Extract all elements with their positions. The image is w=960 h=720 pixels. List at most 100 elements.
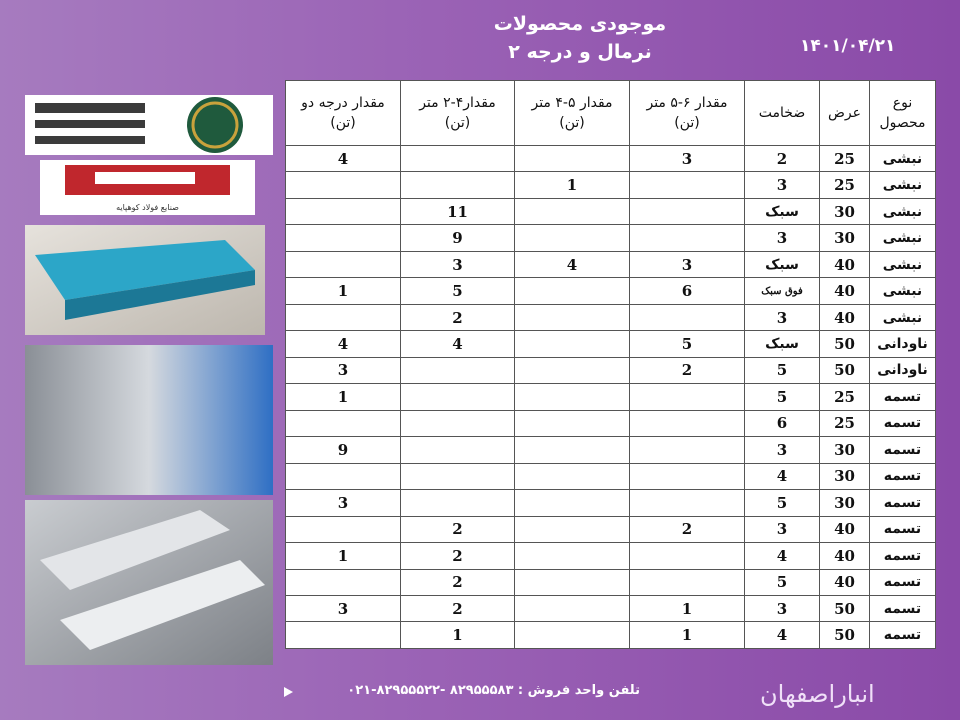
table-cell: 5 (744, 383, 820, 411)
table-cell (514, 383, 630, 411)
table-cell: 1 (629, 621, 745, 649)
side-images (25, 95, 273, 665)
header-line: مقدار۴-۲ متر (419, 95, 496, 111)
subtitle: نرمال و درجه ۲ (508, 41, 652, 63)
header-line: (تن) (330, 115, 356, 131)
title-block: موجودی محصولات نرمال و درجه ۲ (440, 10, 720, 66)
logo-caption: صنایع فولاد کوهپایه (116, 203, 179, 212)
table-cell: 9 (285, 436, 401, 464)
table-row: نبشی 25 3 1 (285, 171, 936, 199)
table-cell: تسمه (869, 542, 936, 570)
table-cell (514, 621, 630, 649)
table-row: تسمه 25 6 (285, 409, 936, 438)
table-cell: نبشی (869, 303, 936, 332)
table-cell: نبشی (869, 277, 936, 305)
date: ۱۴۰۱/۰۴/۲۱ (800, 36, 896, 56)
table-cell: 40 (819, 250, 870, 279)
table-row: نبشی 30 3 9 (285, 224, 936, 252)
table-row: تسمه 25 5 1 (285, 383, 936, 411)
table-row: نبشی 40 سبک 3 4 3 (285, 250, 936, 279)
table-cell: 30 (819, 462, 870, 491)
header-line: (تن) (674, 115, 700, 131)
table-cell (629, 436, 745, 464)
photo-angles (25, 345, 273, 495)
table-cell (514, 197, 630, 226)
table-body: نبشی 25 2 3 4 نبشی 25 3 1 نبشی 30 سبک 11 نبشی 30 3 9 نبشی… (285, 144, 936, 649)
table-cell: 5 (744, 568, 820, 596)
table-row: تسمه 30 4 (285, 462, 936, 491)
table-row: تسمه 30 3 9 (285, 436, 936, 464)
table-cell: 4 (285, 144, 401, 173)
table-cell (400, 383, 515, 411)
table-cell (514, 277, 630, 305)
table-cell (400, 409, 515, 438)
table-cell (629, 568, 745, 596)
brand: انباراصفهان (760, 680, 875, 708)
table-cell: 6 (744, 409, 820, 438)
column-header: نوع محصول (869, 80, 936, 146)
channel (60, 560, 265, 650)
table-row: تسمه 40 3 2 2 (285, 515, 936, 544)
table-cell (285, 462, 401, 491)
table-cell: 2 (400, 594, 515, 623)
table-cell (629, 303, 745, 332)
table-cell (400, 462, 515, 491)
table-cell: 3 (285, 356, 401, 385)
table-cell: 2 (744, 144, 820, 173)
header-line: عرض (827, 105, 861, 121)
table-cell (514, 303, 630, 332)
table-cell (514, 515, 630, 544)
table-cell: 25 (819, 144, 870, 173)
table-cell: ناودانی (869, 356, 936, 385)
table-cell: 3 (744, 224, 820, 252)
table-cell (400, 356, 515, 385)
table-cell (400, 144, 515, 173)
header-line: مقدار درجه دو (301, 95, 385, 111)
bullet-arrow (284, 687, 293, 697)
table-cell (285, 621, 401, 649)
header-line: محصول (879, 115, 926, 131)
logo-line (35, 120, 145, 128)
table-cell: 1 (285, 383, 401, 411)
table-cell: 5 (744, 356, 820, 385)
column-header: مقدار۴-۲ متر (تن) (400, 80, 515, 146)
table-cell: 4 (744, 542, 820, 570)
table-cell: تسمه (869, 489, 936, 517)
table-cell: 30 (819, 436, 870, 464)
table-cell (285, 515, 401, 544)
table-cell: 3 (629, 250, 745, 279)
table-cell: 25 (819, 409, 870, 438)
table-cell (514, 409, 630, 438)
table-cell: سبک (744, 330, 820, 358)
header-line: ضخامت (758, 105, 806, 121)
table-cell: 40 (819, 568, 870, 596)
table-cell (400, 489, 515, 517)
table-cell: 6 (629, 277, 745, 305)
table-cell: 25 (819, 383, 870, 411)
table-cell (629, 197, 745, 226)
logo-line (35, 103, 145, 113)
table-cell (285, 568, 401, 596)
table-cell (285, 171, 401, 199)
inventory-table: نوع محصول عرض ضخامت مقدار ۶-۵ متر (تن) مقدار ۵… (285, 80, 936, 649)
table-cell: 3 (744, 171, 820, 199)
table-cell: 50 (819, 356, 870, 385)
column-header: عرض (819, 80, 870, 146)
table-cell: 3 (629, 144, 745, 173)
table-row: نبشی 25 2 3 4 (285, 144, 936, 173)
table-cell: 1 (400, 621, 515, 649)
column-header: مقدار ۵-۴ متر (تن) (514, 80, 630, 146)
table-cell: 5 (629, 330, 745, 358)
table-cell: سبک (744, 250, 820, 279)
table-cell: 3 (400, 250, 515, 279)
table-cell: 50 (819, 621, 870, 649)
logo-cut (95, 172, 195, 184)
table-cell: تسمه (869, 568, 936, 596)
table-cell: 50 (819, 330, 870, 358)
channel (40, 510, 230, 590)
table-cell: 3 (285, 489, 401, 517)
table-cell (285, 197, 401, 226)
header-line: مقدار ۵-۴ متر (531, 95, 613, 111)
table-row: نبشی 30 سبک 11 (285, 197, 936, 226)
